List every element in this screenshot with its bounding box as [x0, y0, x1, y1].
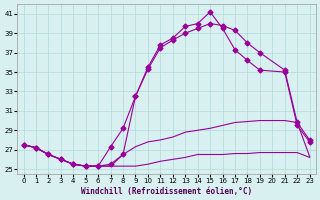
X-axis label: Windchill (Refroidissement éolien,°C): Windchill (Refroidissement éolien,°C): [81, 187, 252, 196]
